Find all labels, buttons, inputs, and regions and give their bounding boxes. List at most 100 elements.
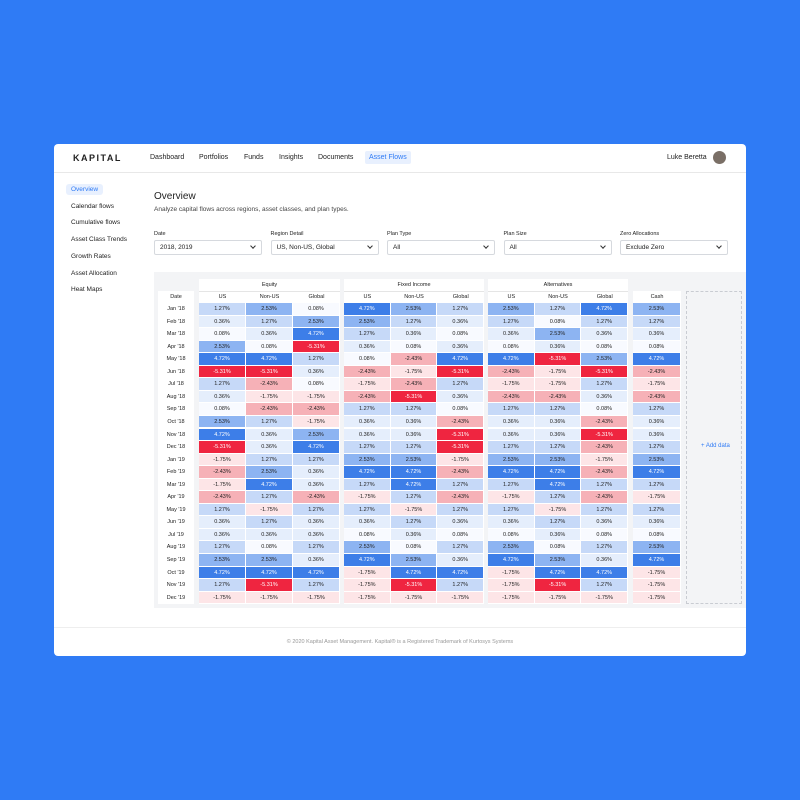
heat-cell: 1.27% (293, 453, 340, 467)
heat-cell: -5.31% (293, 340, 340, 354)
heat-cell: 0.08% (437, 403, 485, 416)
heat-cell: 2.53% (488, 453, 535, 467)
heat-cell: -5.31% (246, 579, 293, 592)
filter-label: Zero Allocations (620, 231, 660, 237)
heat-cell: 2.53% (488, 541, 535, 554)
heat-cell: 0.08% (390, 541, 438, 554)
heat-cell: 2.53% (534, 328, 582, 341)
heat-cell: 0.36% (437, 390, 485, 404)
heat-cell: 4.72% (199, 353, 246, 366)
filter-label: Date (154, 231, 166, 237)
nav-item[interactable]: Dashboard (150, 154, 185, 161)
heat-cell: -1.75% (246, 503, 293, 517)
column-header: Global (452, 294, 469, 300)
heat-cell: 1.27% (488, 503, 535, 517)
heat-cell: 0.08% (344, 353, 391, 366)
heat-cell: 1.27% (199, 378, 246, 391)
filter-select[interactable] (270, 240, 379, 255)
row-date: Jun '18 (167, 368, 185, 375)
heat-cell: 1.27% (390, 403, 438, 416)
heat-cell: 4.72% (390, 566, 438, 580)
nav-item[interactable]: Insights (279, 154, 304, 161)
heat-cell: 4.72% (246, 478, 293, 492)
heat-cell: 4.72% (344, 466, 391, 479)
heat-cell: 0.36% (246, 441, 293, 454)
heat-cell: 0.36% (581, 328, 629, 341)
heat-cell: 2.53% (534, 554, 582, 567)
heat-cell: 0.08% (534, 541, 582, 554)
heat-cell: 1.27% (437, 378, 485, 391)
heat-cell: -2.43% (534, 390, 582, 404)
heat-cell: 1.27% (581, 478, 629, 492)
heat-cell: 4.72% (246, 353, 293, 366)
heat-cell: -1.75% (293, 390, 340, 404)
heat-cell: 0.08% (199, 403, 246, 416)
heat-cell: 4.72% (390, 478, 438, 492)
heat-cell: 1.27% (344, 328, 391, 341)
heat-cell: 2.53% (293, 315, 340, 329)
nav-item[interactable]: Funds (244, 154, 264, 161)
sidebar-item[interactable]: Calendar flows (71, 202, 114, 210)
heat-cell: 0.36% (488, 415, 535, 429)
heat-cell: 1.27% (390, 491, 438, 504)
heat-cell: 0.36% (390, 328, 438, 341)
heat-cell: 0.36% (488, 516, 535, 529)
heat-cell: 1.27% (633, 403, 681, 416)
heat-cell: -1.75% (293, 591, 340, 605)
heat-cell: 2.53% (344, 541, 391, 554)
sidebar-item[interactable]: Cumulative flows (71, 219, 121, 227)
nav-item[interactable]: Asset Flows (365, 151, 411, 164)
nav-item[interactable]: Documents (318, 154, 354, 161)
heat-cell: 2.53% (633, 453, 681, 467)
heat-cell: -1.75% (293, 415, 340, 429)
heat-cell: 0.08% (581, 340, 629, 354)
heat-cell: 0.36% (581, 390, 629, 404)
column-header: Non-US (548, 294, 568, 300)
heat-cell: 1.27% (293, 579, 340, 592)
heat-cell: -1.75% (246, 390, 293, 404)
heat-cell: -1.75% (633, 591, 681, 605)
add-data[interactable]: + Add data (701, 443, 730, 449)
heat-cell: 4.72% (293, 566, 340, 580)
add-data-column[interactable] (686, 291, 742, 604)
sidebar-item[interactable]: Asset Allocation (71, 269, 117, 277)
heat-cell: 2.53% (199, 554, 246, 567)
heat-cell: -1.75% (390, 503, 438, 517)
heat-cell: 1.27% (293, 541, 340, 554)
heat-cell: 4.72% (199, 566, 246, 580)
heat-cell: -1.75% (488, 491, 535, 504)
heat-cell: -5.31% (390, 390, 438, 404)
heat-cell: -1.75% (581, 591, 629, 605)
avatar[interactable] (713, 151, 726, 164)
filter-label: Region Detail (270, 231, 304, 237)
heat-cell: -5.31% (437, 441, 485, 454)
heat-cell: 0.36% (199, 315, 246, 329)
heat-cell: 4.72% (437, 566, 485, 580)
heat-cell: 4.72% (534, 478, 582, 492)
heat-cell: -5.31% (437, 428, 485, 442)
heat-cell: -1.75% (534, 591, 582, 605)
sidebar-item[interactable]: Asset Class Trends (71, 236, 127, 244)
heat-cell: 0.36% (488, 428, 535, 442)
heat-cell: -1.75% (633, 378, 681, 391)
filter-select[interactable] (620, 240, 728, 255)
row-date: Feb '18 (166, 318, 186, 325)
filter-select[interactable] (154, 240, 262, 255)
heat-cell: -1.75% (344, 491, 391, 504)
heat-cell: -2.43% (293, 403, 340, 416)
nav-item[interactable]: Portfolios (199, 154, 229, 161)
filter-select[interactable] (503, 240, 612, 255)
heat-cell: 0.08% (246, 541, 293, 554)
heat-cell: 0.36% (344, 428, 391, 442)
heat-cell: 1.27% (633, 478, 681, 492)
heat-cell: 0.36% (199, 516, 246, 529)
heat-cell: 1.27% (344, 503, 391, 517)
sidebar-item[interactable]: Heat Maps (71, 286, 103, 294)
heat-cell: 4.72% (293, 328, 340, 341)
sidebar-item[interactable]: Overview (66, 184, 104, 195)
user-name[interactable]: Luke Beretta (667, 154, 707, 161)
heat-cell: 0.36% (534, 415, 582, 429)
filter-select[interactable] (387, 240, 495, 255)
sidebar-item[interactable]: Growth Rates (71, 252, 111, 260)
heat-cell: -2.43% (199, 466, 246, 479)
